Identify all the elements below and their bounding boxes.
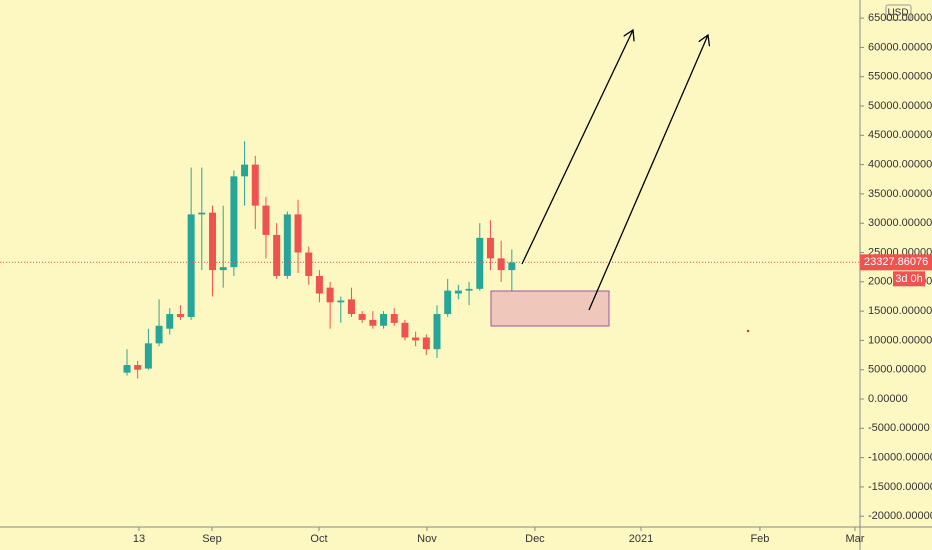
candle-body — [230, 176, 238, 268]
candle-body — [433, 314, 441, 350]
y-tick-label: 35000.00000 — [868, 188, 932, 200]
x-tick-label: Mar — [845, 533, 864, 545]
candle-body — [283, 214, 291, 276]
y-tick-label: 25000.00000 — [868, 246, 932, 258]
currency-box — [885, 4, 912, 21]
y-tick-label: 45000.00000 — [868, 129, 932, 141]
arrow — [521, 30, 633, 265]
candle-body — [262, 205, 270, 235]
y-tick-label: 55000.00000 — [868, 71, 932, 83]
candle-body — [486, 237, 494, 259]
x-tick-label: Oct — [310, 533, 327, 545]
candle-body — [219, 267, 227, 271]
candle-body — [508, 262, 516, 271]
y-tick-label: -20000.00000 — [868, 510, 932, 522]
zone-box — [490, 290, 610, 327]
countdown-bg — [893, 271, 925, 287]
candle-body — [326, 287, 334, 303]
candle-body — [315, 275, 323, 294]
x-tick-label: 13 — [133, 533, 145, 545]
currency: USD — [887, 8, 908, 19]
y-tick-label: -10000.00000 — [868, 452, 932, 464]
x-tick-label: Sep — [202, 533, 222, 545]
y-tick-label: -5000.00000 — [868, 422, 930, 434]
candle-body — [337, 300, 345, 303]
candle-body — [476, 237, 484, 289]
last-price-bg — [860, 254, 932, 271]
candle-body — [497, 258, 505, 271]
candle-body — [358, 314, 366, 320]
candle-body — [401, 322, 409, 338]
candle-body — [390, 314, 398, 323]
candle-body — [134, 365, 142, 370]
candle-body — [347, 299, 355, 315]
y-tick-label: 50000.00000 — [868, 100, 932, 112]
candle-body — [209, 212, 217, 271]
candle-body — [369, 319, 377, 326]
x-tick-label: Feb — [750, 533, 769, 545]
candle-body — [465, 288, 473, 291]
candle-body — [241, 164, 249, 177]
countdown: 3d 0h — [895, 273, 923, 285]
candle-body — [251, 164, 259, 206]
candle-body — [123, 365, 131, 373]
candle-body — [454, 290, 462, 294]
candle-body — [187, 214, 195, 317]
y-tick-label: 65000.00000 — [868, 12, 932, 24]
dot — [746, 329, 750, 333]
candle-body — [273, 234, 281, 276]
x-tick-label: 2021 — [629, 533, 653, 545]
candle-body — [144, 343, 152, 369]
candle-body — [176, 314, 184, 317]
y-tick-label: 15000.00000 — [868, 305, 932, 317]
candle-body — [155, 325, 163, 344]
arrow — [588, 35, 708, 311]
y-tick-label: 0.00000 — [868, 393, 908, 405]
candle-body — [444, 290, 452, 315]
last-price-label: 23327.86076 — [864, 256, 928, 268]
x-tick-label: Dec — [525, 533, 545, 545]
y-tick-label: 40000.00000 — [868, 159, 932, 171]
y-tick-label: 60000.00000 — [868, 41, 932, 53]
candle-body — [422, 337, 430, 350]
y-tick-label: 5000.00000 — [868, 364, 926, 376]
candle-body — [380, 314, 388, 326]
candle-body — [294, 214, 302, 253]
candle-body — [305, 252, 313, 276]
candle-body — [198, 212, 206, 215]
candle-body — [166, 314, 174, 329]
y-tick-label: 30000.00000 — [868, 217, 932, 229]
x-tick-label: Nov — [417, 533, 437, 545]
candle-body — [412, 337, 420, 341]
y-tick-label: -15000.00000 — [868, 481, 932, 493]
y-tick-label: 10000.00000 — [868, 334, 932, 346]
